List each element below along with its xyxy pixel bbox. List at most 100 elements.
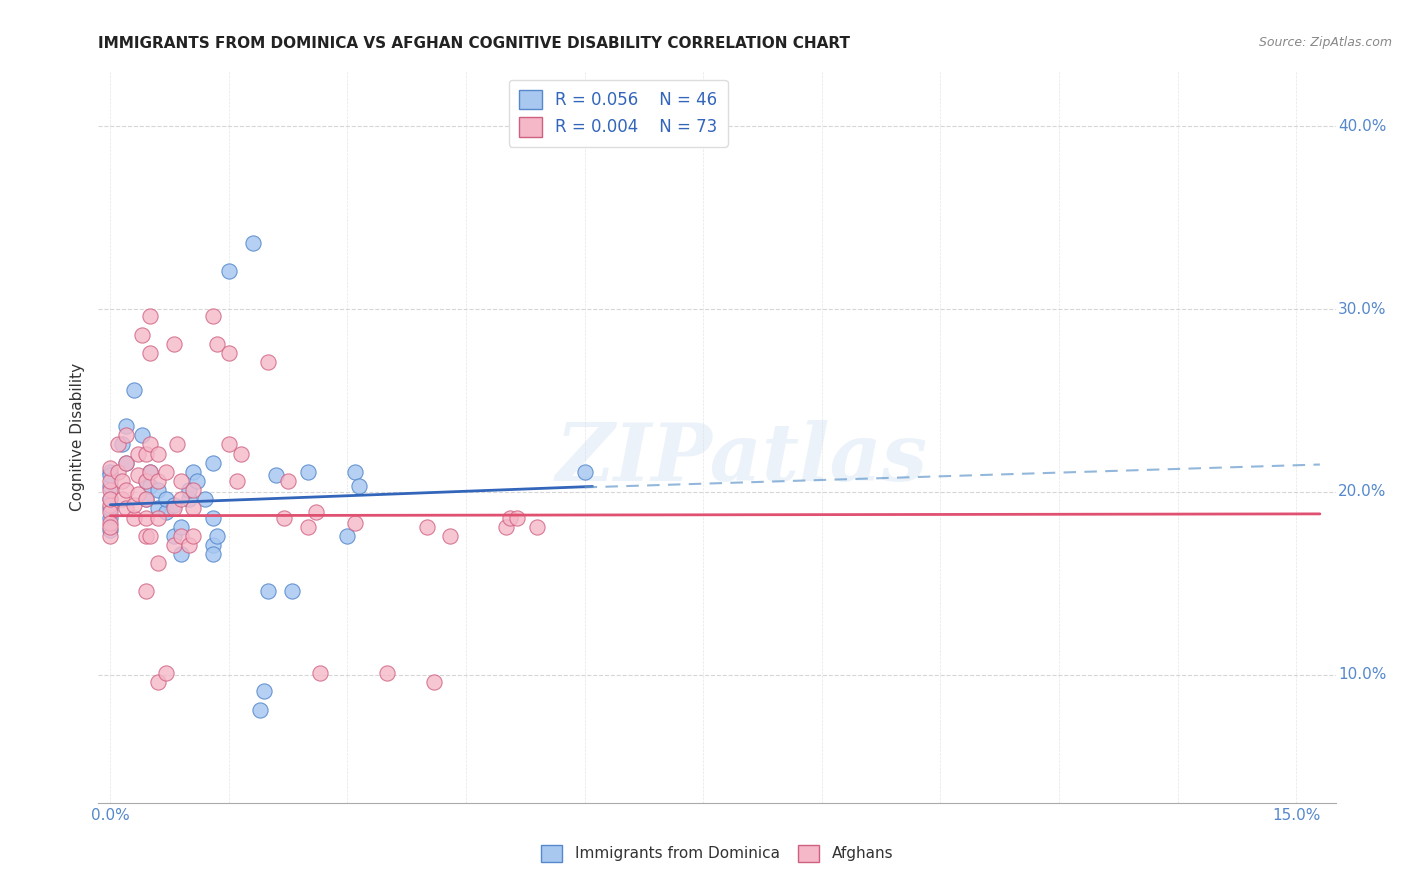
Point: [257, 355, 280, 369]
Point: [115, 456, 138, 470]
Point: [229, 446, 252, 460]
Point: [218, 263, 240, 277]
Point: [146, 483, 169, 497]
Point: [170, 474, 193, 488]
Point: [139, 529, 162, 543]
Point: [135, 474, 157, 488]
Point: [155, 665, 177, 680]
Point: [225, 474, 247, 488]
Point: [166, 437, 188, 451]
Point: [194, 492, 217, 507]
Point: [98, 465, 121, 479]
Point: [336, 529, 359, 543]
Point: [98, 461, 121, 475]
Point: [115, 419, 138, 434]
Point: [344, 465, 367, 479]
Y-axis label: Cognitive Disability: Cognitive Disability: [70, 363, 86, 511]
Point: [146, 510, 169, 524]
Point: [257, 583, 280, 598]
Text: 40.0%: 40.0%: [1339, 119, 1386, 134]
Point: [111, 437, 134, 451]
Point: [98, 498, 121, 512]
Point: [139, 465, 162, 479]
Point: [107, 465, 129, 479]
Point: [277, 474, 299, 488]
Point: [202, 456, 225, 470]
Point: [155, 465, 177, 479]
Point: [107, 437, 129, 451]
Point: [98, 479, 121, 493]
Point: [179, 492, 201, 507]
Point: [115, 428, 138, 442]
Point: [186, 474, 208, 488]
Point: [170, 547, 193, 561]
Point: [127, 468, 149, 483]
Point: [181, 501, 204, 516]
Point: [135, 492, 157, 507]
Point: [526, 519, 548, 533]
Text: 20.0%: 20.0%: [1339, 484, 1386, 500]
Point: [170, 529, 193, 543]
Point: [344, 516, 367, 530]
Point: [146, 474, 169, 488]
Point: [98, 474, 121, 488]
Point: [179, 483, 201, 497]
Point: [98, 501, 121, 516]
Point: [98, 524, 121, 538]
Point: [135, 583, 157, 598]
Point: [122, 383, 145, 397]
Point: [146, 501, 169, 516]
Text: ZIPatlas: ZIPatlas: [555, 420, 928, 498]
Point: [115, 483, 138, 497]
Point: [131, 327, 153, 342]
Point: [115, 501, 138, 516]
Point: [506, 510, 529, 524]
Point: [98, 468, 121, 483]
Point: [349, 479, 371, 493]
Point: [98, 505, 121, 519]
Legend: Immigrants from Dominica, Afghans: Immigrants from Dominica, Afghans: [534, 838, 900, 868]
Point: [181, 483, 204, 497]
Point: [202, 547, 225, 561]
Point: [202, 310, 225, 324]
Point: [139, 346, 162, 360]
Point: [170, 492, 193, 507]
Point: [218, 346, 240, 360]
Point: [495, 519, 517, 533]
Point: [179, 538, 201, 552]
Point: [131, 428, 153, 442]
Point: [205, 336, 228, 351]
Point: [281, 583, 304, 598]
Text: IMMIGRANTS FROM DOMINICA VS AFGHAN COGNITIVE DISABILITY CORRELATION CHART: IMMIGRANTS FROM DOMINICA VS AFGHAN COGNI…: [98, 36, 851, 51]
Point: [439, 529, 461, 543]
Point: [415, 519, 437, 533]
Point: [139, 479, 162, 493]
Point: [162, 529, 184, 543]
Point: [181, 529, 204, 543]
Point: [162, 501, 184, 516]
Point: [139, 310, 162, 324]
Point: [127, 446, 149, 460]
Point: [127, 487, 149, 501]
Point: [308, 665, 330, 680]
Point: [98, 529, 121, 543]
Point: [98, 510, 121, 524]
Point: [162, 498, 184, 512]
Point: [375, 665, 398, 680]
Point: [98, 519, 121, 533]
Text: 30.0%: 30.0%: [1339, 301, 1386, 317]
Point: [98, 492, 121, 507]
Point: [202, 538, 225, 552]
Point: [111, 474, 134, 488]
Point: [98, 516, 121, 530]
Point: [242, 236, 264, 251]
Point: [135, 492, 157, 507]
Point: [122, 510, 145, 524]
Point: [205, 529, 228, 543]
Point: [297, 519, 319, 533]
Point: [498, 510, 520, 524]
Text: Source: ZipAtlas.com: Source: ZipAtlas.com: [1258, 36, 1392, 49]
Point: [135, 446, 157, 460]
Point: [162, 538, 184, 552]
Point: [135, 529, 157, 543]
